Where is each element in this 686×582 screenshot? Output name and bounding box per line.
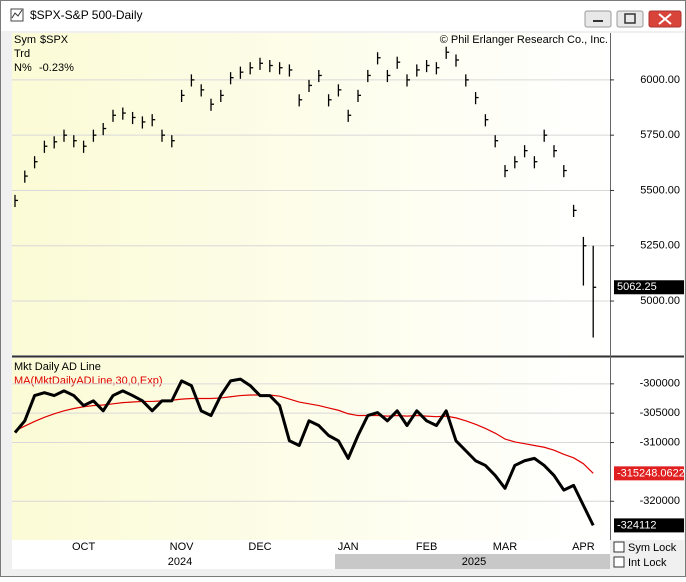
restore-button[interactable] [616,10,644,28]
change-label: N% [14,62,32,74]
x-tick-label: OCT [72,541,96,553]
int-lock-checkbox[interactable] [613,556,625,568]
last-value-label: -315248.0622 [617,467,685,479]
y-tick-label: -310000 [640,436,680,448]
y-tick-label: 6000.00 [640,74,680,86]
x-tick-label: NOV [170,541,195,553]
app-icon-glyph [11,9,23,19]
y-tick-label: 5250.00 [640,240,680,252]
y-tick-label: 5500.00 [640,184,680,196]
change: -0.23% [39,62,74,74]
month-axis [12,540,610,554]
year-band-2025 [335,554,610,569]
x-tick-label: MAR [493,541,518,553]
ad-panel [12,358,610,540]
symbol-label: Sym [14,34,36,46]
x-tick-label: DEC [248,541,271,553]
restore-glyph [624,13,636,24]
int-lock-label: Int Lock [628,557,667,569]
x-tick-label: JAN [338,541,359,553]
sym-lock-label: Sym Lock [628,542,677,554]
last-value-label: -324112 [617,519,657,531]
last-value-label: 5062.25 [617,281,657,293]
y-tick-label: 5750.00 [640,129,680,141]
y-tick-label: 5000.00 [640,295,680,307]
year-label: 2024 [168,556,192,568]
minimize-button[interactable] [584,10,612,28]
last-value-box [614,466,684,481]
credit: © Phil Erlanger Research Co., Inc. [440,34,608,46]
price-panel [12,33,610,355]
x-tick-label: FEB [416,541,437,553]
legend-entry: MA(MktDailyADLine,30,0,Exp) [14,375,163,387]
x-tick-label: APR [572,541,595,553]
sym-lock-checkbox[interactable] [613,541,625,553]
series-line [13,377,595,527]
series-line [14,394,594,474]
window-title: $SPX-S&P 500-Daily [30,8,143,22]
year-band-2024 [12,554,335,569]
panel-title: Mkt Daily AD Line [14,361,101,373]
title-bar [1,1,685,31]
symbol: $SPX [40,34,69,46]
last-value-box [614,280,684,295]
y-tick-label: -305000 [640,407,680,419]
y-tick-label: -320000 [640,495,680,507]
close-glyph [658,13,672,25]
year-label: 2025 [462,556,486,568]
y-tick-label: -300000 [640,378,680,390]
last-value-box [614,518,684,533]
trend-label: Trd [14,48,30,60]
